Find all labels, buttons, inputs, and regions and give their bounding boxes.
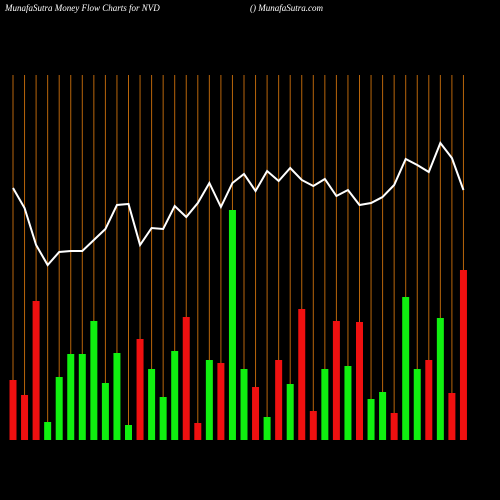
bar <box>205 360 213 440</box>
bar <box>459 270 467 440</box>
bar <box>321 369 329 440</box>
bar <box>9 380 17 440</box>
bar <box>21 395 29 440</box>
bar <box>136 339 144 440</box>
bar <box>367 399 375 440</box>
bar <box>159 397 167 440</box>
bar <box>44 422 52 440</box>
bar <box>344 366 352 440</box>
bar <box>263 417 271 440</box>
bar <box>78 354 86 440</box>
money-flow-line <box>12 140 465 267</box>
chart-title: MunafaSutra Money Flow Charts for NVD <box>4 3 160 13</box>
bar <box>171 351 179 440</box>
bar <box>32 301 40 440</box>
bar <box>356 322 363 440</box>
bar <box>67 354 75 440</box>
bar <box>182 317 190 440</box>
bar <box>436 318 444 440</box>
bar <box>194 423 202 440</box>
bar <box>298 309 306 440</box>
bar <box>379 392 387 440</box>
bar <box>402 297 410 440</box>
bar <box>125 425 132 440</box>
bar <box>240 369 248 440</box>
bar <box>275 360 283 440</box>
bar <box>90 321 98 440</box>
bar <box>425 360 433 440</box>
bar <box>309 411 317 440</box>
bar <box>332 321 340 440</box>
bar <box>252 387 260 440</box>
bar <box>113 353 121 440</box>
bar <box>101 383 109 440</box>
bar <box>228 210 236 440</box>
bar <box>390 413 398 440</box>
bar <box>217 363 225 440</box>
source: () MunafaSutra.com <box>250 3 323 13</box>
bar <box>413 369 421 440</box>
bar <box>448 393 456 440</box>
bar <box>148 369 156 440</box>
bar <box>55 377 63 440</box>
bar <box>286 384 294 440</box>
